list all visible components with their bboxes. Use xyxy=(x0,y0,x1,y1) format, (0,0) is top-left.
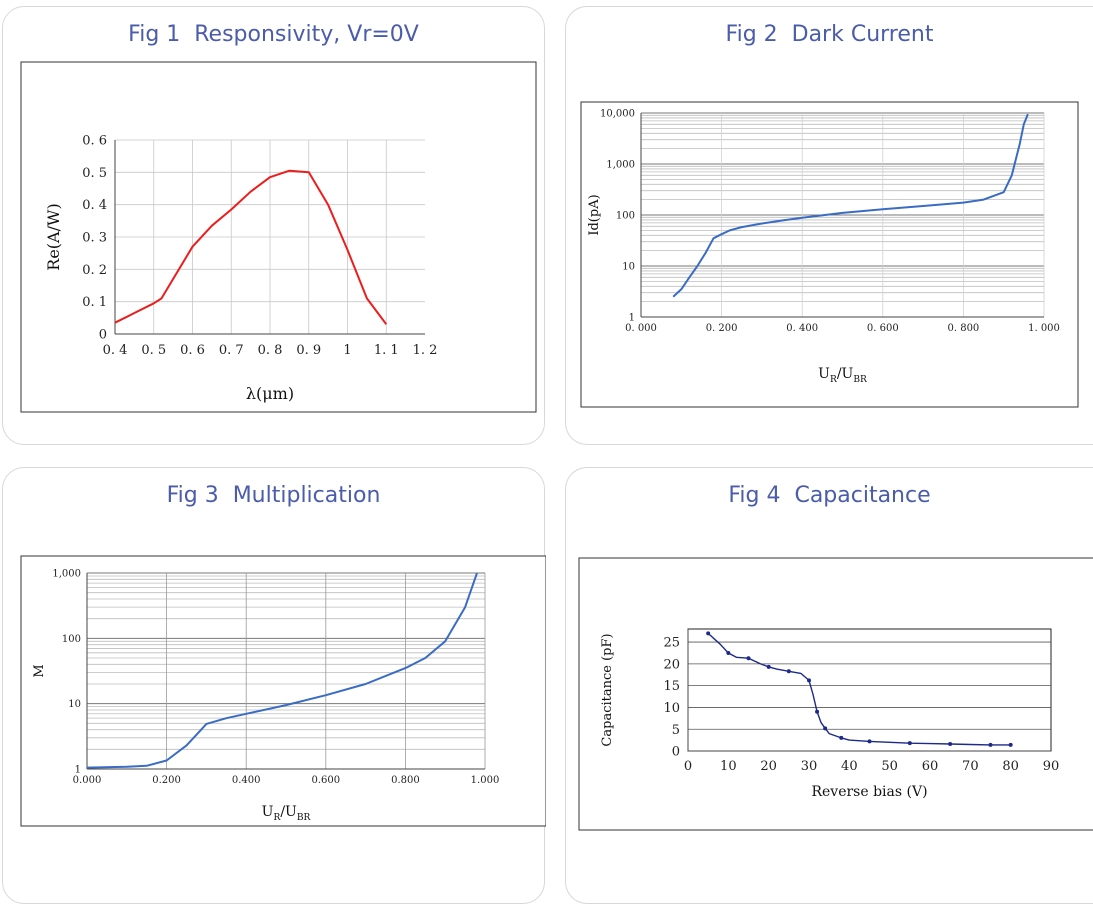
gridlines xyxy=(115,139,425,334)
data-point xyxy=(1008,742,1013,747)
y-tick-label: 10 xyxy=(663,701,680,716)
x-tick-label: 0.400 xyxy=(232,775,261,786)
y-axis-label: Id(pA) xyxy=(587,194,602,235)
x-tick-label: 30 xyxy=(801,759,818,774)
y-tick-label: 1,000 xyxy=(52,569,81,580)
figure-card-capacitance: Fig 4 Capacitance 0 5 10 15 20 25 0 10 20 30 40 50 6… xyxy=(565,467,1093,904)
y-tick-label: 0. 3 xyxy=(82,231,107,246)
data-point xyxy=(823,726,828,731)
responsivity-chart: 0 0. 1 0. 2 0. 3 0. 4 0. 5 0. 6 0. 4 0. 5 0. 6 0. … xyxy=(20,61,537,413)
x-tick-label: 0. 5 xyxy=(141,343,166,358)
figure-title: Fig 3 Multiplication xyxy=(166,483,381,508)
data-point xyxy=(706,631,711,636)
data-point xyxy=(726,650,731,655)
x-tick-label: 10 xyxy=(720,759,737,774)
x-tick-label: 0 xyxy=(684,759,692,774)
plot-area xyxy=(687,628,1052,752)
data-point xyxy=(948,742,953,747)
data-point xyxy=(988,742,993,747)
data-point xyxy=(815,709,820,714)
figure-card-multiplication: Fig 3 Multiplication 1 10 100 1,000 0.000 0.2… xyxy=(2,467,546,904)
x-tick-label: 1. 2 xyxy=(413,343,438,358)
y-tick-label: 20 xyxy=(663,657,680,672)
capacitance-chart: 0 5 10 15 20 25 0 10 20 30 40 50 60 70 80 90 Reverse bia… xyxy=(578,557,1093,831)
x-tick-label: 0. 9 xyxy=(296,343,321,358)
y-axis-label: M xyxy=(32,664,47,677)
chart-frame xyxy=(20,555,546,827)
y-tick-label: 15 xyxy=(663,679,680,694)
y-tick-label: 0. 4 xyxy=(82,198,107,213)
x-tick-label: 0.000 xyxy=(73,775,102,786)
x-tick-label: 70 xyxy=(962,759,979,774)
dark-current-chart: 1 10 100 1,000 10,000 0. 000 0. 200 0. 400 0. 60… xyxy=(580,101,1079,408)
x-tick-label: 50 xyxy=(881,759,898,774)
y-tick-label: 0. 1 xyxy=(82,295,107,310)
y-tick-label: 0. 6 xyxy=(82,134,107,149)
y-tick-label: 0. 5 xyxy=(82,166,107,181)
y-tick-label: 1 xyxy=(75,765,81,776)
y-tick-label: 5 xyxy=(672,723,680,738)
y-tick-label: 25 xyxy=(663,636,680,651)
data-point xyxy=(807,678,811,683)
x-tick-label: 90 xyxy=(1043,759,1060,774)
x-tick-label: 0. 7 xyxy=(219,343,244,358)
series-line xyxy=(672,113,1029,298)
data-point xyxy=(839,735,844,740)
x-axis-label: UR/UBR xyxy=(262,804,312,823)
x-tick-label: 0. 4 xyxy=(103,343,128,358)
x-tick-label: 1 xyxy=(343,343,351,358)
x-axis-label: Reverse bias (V) xyxy=(811,784,927,800)
y-tick-label: 10,000 xyxy=(600,109,635,120)
x-tick-label: 0. 600 xyxy=(867,323,899,334)
x-tick-label: 0.600 xyxy=(311,775,340,786)
y-tick-label: 0 xyxy=(99,328,107,343)
y-tick-label: 1,000 xyxy=(606,160,635,171)
x-tick-label: 20 xyxy=(760,759,777,774)
x-tick-label: 0.200 xyxy=(152,775,181,786)
x-tick-label: 40 xyxy=(841,759,858,774)
figure-title: Fig 4 Capacitance xyxy=(728,483,931,508)
y-tick-label: 10 xyxy=(622,262,635,273)
y-tick-label: 100 xyxy=(616,211,635,222)
y-tick-label: 10 xyxy=(68,699,81,710)
figure-title: Fig 1 Responsivity, Vr=0V xyxy=(128,22,419,47)
y-tick-label: 1 xyxy=(629,313,635,324)
multiplication-chart: 1 10 100 1,000 0.000 0.200 0.400 0.600 0.800 1.00… xyxy=(20,555,546,827)
y-axis-label: Capacitance (pF) xyxy=(600,633,615,746)
data-point xyxy=(786,669,791,674)
chart-frame xyxy=(580,101,1079,408)
x-tick-label: 0. 6 xyxy=(180,343,205,358)
data-point xyxy=(867,739,872,744)
x-tick-label: 1.000 xyxy=(471,775,500,786)
gridlines xyxy=(641,112,1045,318)
data-point xyxy=(766,664,771,669)
x-tick-label: 1. 1 xyxy=(374,343,399,358)
figure-title: Fig 2 Dark Current xyxy=(725,22,934,47)
x-tick-label: 80 xyxy=(1002,759,1019,774)
series-line xyxy=(707,632,1011,746)
y-tick-label: 0 xyxy=(672,745,680,760)
x-tick-label: 0. 000 xyxy=(625,323,657,334)
x-tick-label: 0. 8 xyxy=(258,343,283,358)
gridlines xyxy=(688,641,1051,730)
y-tick-label: 100 xyxy=(62,634,81,645)
series-line xyxy=(114,169,388,325)
x-tick-label: 0.800 xyxy=(391,775,420,786)
x-tick-label: 0. 400 xyxy=(786,323,818,334)
x-tick-label: 0. 200 xyxy=(706,323,738,334)
figure-card-dark-current: Fig 2 Dark Current 1 10 100 1,000 10,000 0. 0… xyxy=(565,6,1093,445)
x-tick-label: 60 xyxy=(922,759,939,774)
x-tick-label: 0. 800 xyxy=(947,323,979,334)
data-point xyxy=(907,741,912,746)
data-point xyxy=(746,656,751,661)
y-axis-label: Re(A/W) xyxy=(44,203,63,270)
x-axis-label: λ(μm) xyxy=(246,384,294,403)
y-tick-label: 0. 2 xyxy=(82,263,107,278)
series-line xyxy=(86,572,478,769)
x-tick-label: 1. 000 xyxy=(1028,323,1060,334)
x-axis-label: UR/UBR xyxy=(818,366,868,385)
